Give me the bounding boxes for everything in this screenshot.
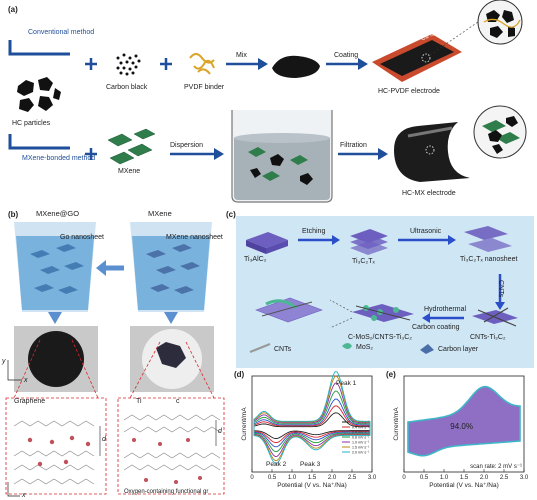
hc-particles-label: HC particles <box>12 120 51 127</box>
chart-e-xtick-label: 1.5 <box>460 475 469 481</box>
mxene-bonded-method-label: MXene-bonded method <box>22 155 96 162</box>
mxene-title: MXene <box>148 209 172 218</box>
carbon-coating-label: Carbon coating <box>412 324 460 331</box>
ti3c2tx-nanosheet-label: Ti₃C₂Tₓ nanosheet <box>460 256 518 263</box>
go-nanosheet-label: Go nanosheet <box>60 234 104 241</box>
zoom-hc-pvdf-icon <box>477 0 523 45</box>
chart-d-xtick-label: 1.0 <box>288 475 297 481</box>
chart-d-legend-label: 0.4 mV s⁻¹ <box>352 426 370 430</box>
chart-d-legend-label: 0.8 mV s⁻¹ <box>352 436 370 440</box>
panel-b-letter: (b) <box>8 210 19 219</box>
panel-e-letter: (e) <box>386 370 396 379</box>
pvdf-binder-label: PVDF binder <box>184 84 225 91</box>
legend-cnts-label: CNTs <box>274 346 292 353</box>
panel-d-letter: (d) <box>234 370 245 379</box>
chart-e-ylabel: Current/mA <box>393 407 400 441</box>
chart-d-xtick-label: 0 <box>250 475 254 481</box>
beaker-icon <box>231 110 333 203</box>
chart-d-legend-label: 1.0 mV s⁻¹ <box>352 441 370 445</box>
chart-d-legend-label: 1.5 mV s⁻¹ <box>352 446 370 450</box>
mix-label: Mix <box>236 52 247 59</box>
chart-e-xlabel: Potential (V vs. Na⁺/Na) <box>429 482 499 489</box>
graphene-label: Graphene <box>14 398 46 405</box>
axis-x-label: x <box>24 377 28 384</box>
chart-d-annotation-peak1: Peak 1 <box>336 380 357 387</box>
panel-a-letter: (a) <box>8 5 18 14</box>
chart-d-annotation-peak3: Peak 3 <box>300 461 321 468</box>
hc-particles-icon <box>17 77 61 112</box>
zoom-hc-mx-icon <box>473 105 527 159</box>
ti-label: Ti <box>136 398 142 405</box>
chart-d-legend-label: 2.0 mV s⁻¹ <box>352 451 370 455</box>
chart-e-xtick-label: 0 <box>402 475 406 481</box>
chart-e-xtick-label: 3.0 <box>520 475 529 481</box>
chart-e-xtick-label: 2.0 <box>480 475 489 481</box>
chart-d-xtick-label: 2.0 <box>328 475 337 481</box>
pvdf-binder-icon <box>189 53 215 75</box>
panel-c-letter: (c) <box>226 210 236 219</box>
mxene-go-title: MXene@GO <box>36 209 80 218</box>
d-right-label: d <box>218 428 222 435</box>
ti3c2tx-label: Ti₃C₂Tₓ <box>352 258 375 265</box>
chart-d-legend-label: 0.6 mV s⁻¹ <box>352 431 370 435</box>
chart-e-xtick-label: 1.0 <box>440 475 449 481</box>
oxygen-group-label: Oxygen-containing functional gr <box>124 489 209 495</box>
slurry-icon <box>272 55 320 78</box>
chart-d-ylabel: Current/mA <box>241 407 248 441</box>
axis-y-label: y <box>2 358 6 365</box>
dispersion-label: Dispersion <box>170 142 204 149</box>
hydrothermal-label: Hydrothermal <box>424 306 467 313</box>
chart-e-xtick-label: 2.5 <box>500 475 509 481</box>
carbon-black-label: Carbon black <box>106 84 148 91</box>
mxene-lattice <box>123 414 221 471</box>
hc-pvdf-electrode-label: HC-PVDF electrode <box>378 88 440 95</box>
chart-d-series-line <box>253 371 371 464</box>
ti3alc2-label: Ti₃AlC₂ <box>244 256 267 263</box>
d-left-label: d <box>102 436 106 443</box>
axis-x2-label: x <box>22 492 26 499</box>
c-label: c <box>176 398 180 405</box>
hc-mx-electrode-icon <box>394 122 470 182</box>
cu-foil-electrode-icon <box>372 21 479 82</box>
etching-label: Etching <box>302 228 326 235</box>
mxene-flakes-icon <box>107 128 156 165</box>
ultrasonic-label: Ultrasonic <box>410 228 442 235</box>
chart-e-fill-label: 94.0% <box>450 422 473 431</box>
chart-e-xtick-label: 0.5 <box>420 475 429 481</box>
legend-carbon-label: Carbon layer <box>438 346 479 353</box>
chart-d-xtick-label: 0.5 <box>268 475 277 481</box>
chart-d-xlabel: Potential (V vs. Na⁺/Na) <box>277 482 347 489</box>
legend-mos2-label: MoS₂ <box>356 344 374 351</box>
hc-mx-electrode-label: HC-MX electrode <box>402 190 456 197</box>
mxene-nanosheet-label: MXene nanosheet <box>166 234 223 241</box>
chart-e-note: scan rate: 2 mV s⁻¹ <box>470 464 522 470</box>
coating-label: Coating <box>334 52 359 59</box>
filtration-label: Filtration <box>340 142 367 149</box>
chart-d-xtick-label: 1.5 <box>308 475 317 481</box>
chart-d-annotation-peak2: Peak 2 <box>266 461 287 468</box>
conventional-method-label: Conventional method <box>28 29 95 36</box>
mxene-label: MXene <box>118 168 141 175</box>
carbon-black-icon <box>116 53 141 76</box>
graphene-lattice <box>13 420 95 485</box>
chart-d-xtick-label: 2.5 <box>348 475 357 481</box>
c-mos2-label: C-MoS₂/CNTS-Ti₃C₂ <box>348 334 413 341</box>
chart-e-capacitive-area <box>407 385 521 457</box>
cnts-ti3c2-label: CNTs-Ti₃C₂ <box>470 334 506 341</box>
chart-d-xtick-label: 3.0 <box>368 475 377 481</box>
